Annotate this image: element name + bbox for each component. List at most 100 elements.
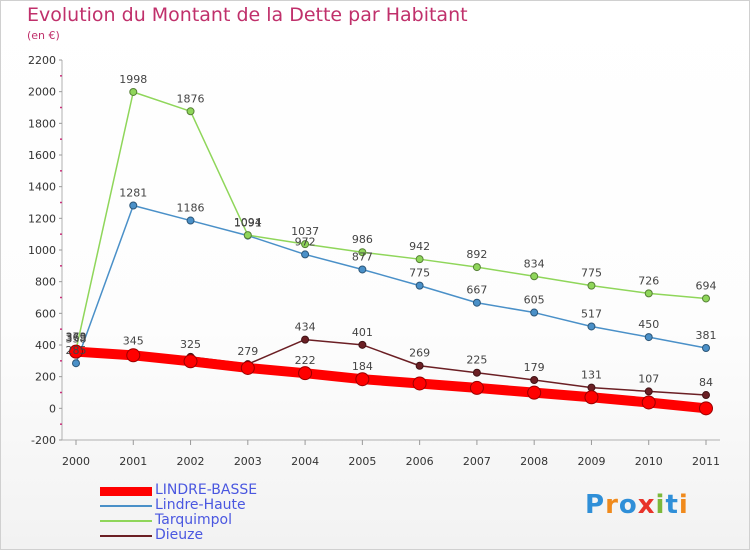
legend-swatch: [100, 505, 152, 507]
data-point: [587, 383, 596, 392]
x-tick-label: 2006: [406, 455, 434, 468]
data-label: 325: [180, 338, 201, 351]
data-label: 434: [295, 321, 316, 334]
series-tarquimpol: [72, 87, 710, 354]
data-point: [527, 385, 542, 400]
y-tick-label: 0: [49, 402, 56, 415]
data-label: 131: [581, 369, 602, 382]
legend-item: LINDRE-BASSE: [100, 482, 420, 499]
x-tick-label: 2010: [635, 455, 663, 468]
data-label: 605: [524, 294, 545, 307]
y-tick-label: 1200: [28, 212, 56, 225]
data-point: [584, 390, 599, 405]
series-lindre-haute: [72, 201, 710, 368]
data-label: 184: [352, 360, 373, 373]
series-line: [75, 204, 707, 364]
data-label: 373: [66, 330, 87, 343]
data-point: [587, 322, 596, 331]
x-tick-label: 2005: [348, 455, 376, 468]
logo-letter: x: [637, 490, 656, 520]
data-point: [129, 201, 138, 210]
data-point: [183, 354, 198, 369]
data-label: 1186: [177, 202, 205, 215]
data-label: 667: [466, 284, 487, 297]
x-tick-label: 2009: [577, 455, 605, 468]
data-point: [472, 298, 481, 307]
data-point: [587, 281, 596, 290]
data-point: [355, 372, 370, 387]
data-point: [641, 395, 656, 410]
data-label: 369: [66, 331, 87, 344]
x-tick-label: 2000: [62, 455, 90, 468]
data-point: [530, 272, 539, 281]
chart-title: Evolution du Montant de la Dette par Hab…: [27, 4, 468, 26]
x-tick-label: 2007: [463, 455, 491, 468]
data-point: [702, 344, 710, 353]
logo-letter: o: [618, 490, 638, 520]
data-label: 1091: [234, 217, 262, 230]
data-label: 279: [237, 345, 258, 358]
legend-item: Tarquimpol: [100, 512, 420, 529]
logo-letter: P: [585, 490, 606, 520]
legend-label: Lindre-Haute: [155, 497, 246, 513]
series-line: [71, 346, 711, 414]
proxiti-logo: Proxiti: [585, 490, 689, 520]
data-point: [358, 248, 367, 257]
data-point: [186, 216, 195, 225]
legend-item: Dieuze: [100, 527, 420, 544]
data-label: 225: [466, 354, 487, 367]
y-tick-label: 1000: [28, 244, 56, 257]
data-label: 381: [696, 329, 717, 342]
x-tick-label: 2002: [177, 455, 205, 468]
data-label: 775: [581, 267, 602, 280]
y-tick-label: -200: [31, 434, 56, 447]
logo-letter: t: [665, 490, 679, 520]
data-label: 84: [699, 376, 713, 389]
data-point: [699, 401, 713, 416]
y-tick-label: 200: [35, 371, 56, 384]
data-point: [472, 263, 481, 272]
y-tick-label: 800: [35, 276, 56, 289]
logo-letter: r: [605, 490, 619, 520]
data-point: [644, 289, 653, 298]
data-point: [72, 359, 80, 368]
data-label: 1998: [119, 73, 147, 86]
data-point: [301, 250, 310, 259]
data-point: [530, 308, 539, 317]
y-tick-label: 1800: [28, 117, 56, 130]
legend-swatch: [100, 535, 152, 537]
data-label: 345: [123, 335, 144, 348]
data-point: [530, 375, 539, 384]
data-label: 179: [524, 361, 545, 374]
legend-swatch: [100, 520, 152, 522]
data-label: 401: [352, 326, 373, 339]
data-point: [644, 333, 653, 342]
y-tick-label: 2000: [28, 86, 56, 99]
data-point: [412, 376, 427, 391]
data-point: [415, 255, 424, 264]
data-point: [358, 265, 367, 274]
data-point: [301, 335, 310, 344]
legend: LINDRE-BASSE Lindre-Haute Tarquimpol Dieuze: [100, 482, 420, 544]
data-point: [415, 281, 424, 290]
data-label: 775: [409, 267, 430, 280]
data-label: 834: [524, 257, 545, 270]
data-label: 1094: [234, 216, 262, 229]
data-point: [129, 87, 138, 96]
data-point: [702, 294, 710, 303]
data-label: 1876: [177, 92, 205, 105]
legend-label: Dieuze: [155, 527, 204, 543]
y-tick-label: 600: [35, 307, 56, 320]
data-point: [469, 380, 484, 395]
data-point: [702, 391, 710, 400]
data-point: [240, 360, 255, 375]
y-tick-label: 2200: [28, 54, 56, 67]
data-point: [472, 368, 481, 377]
data-point: [358, 340, 367, 349]
data-point: [126, 348, 141, 363]
legend-label: Tarquimpol: [155, 512, 232, 528]
data-label: 986: [352, 233, 373, 246]
x-tick-label: 2004: [291, 455, 319, 468]
data-point: [186, 107, 195, 116]
